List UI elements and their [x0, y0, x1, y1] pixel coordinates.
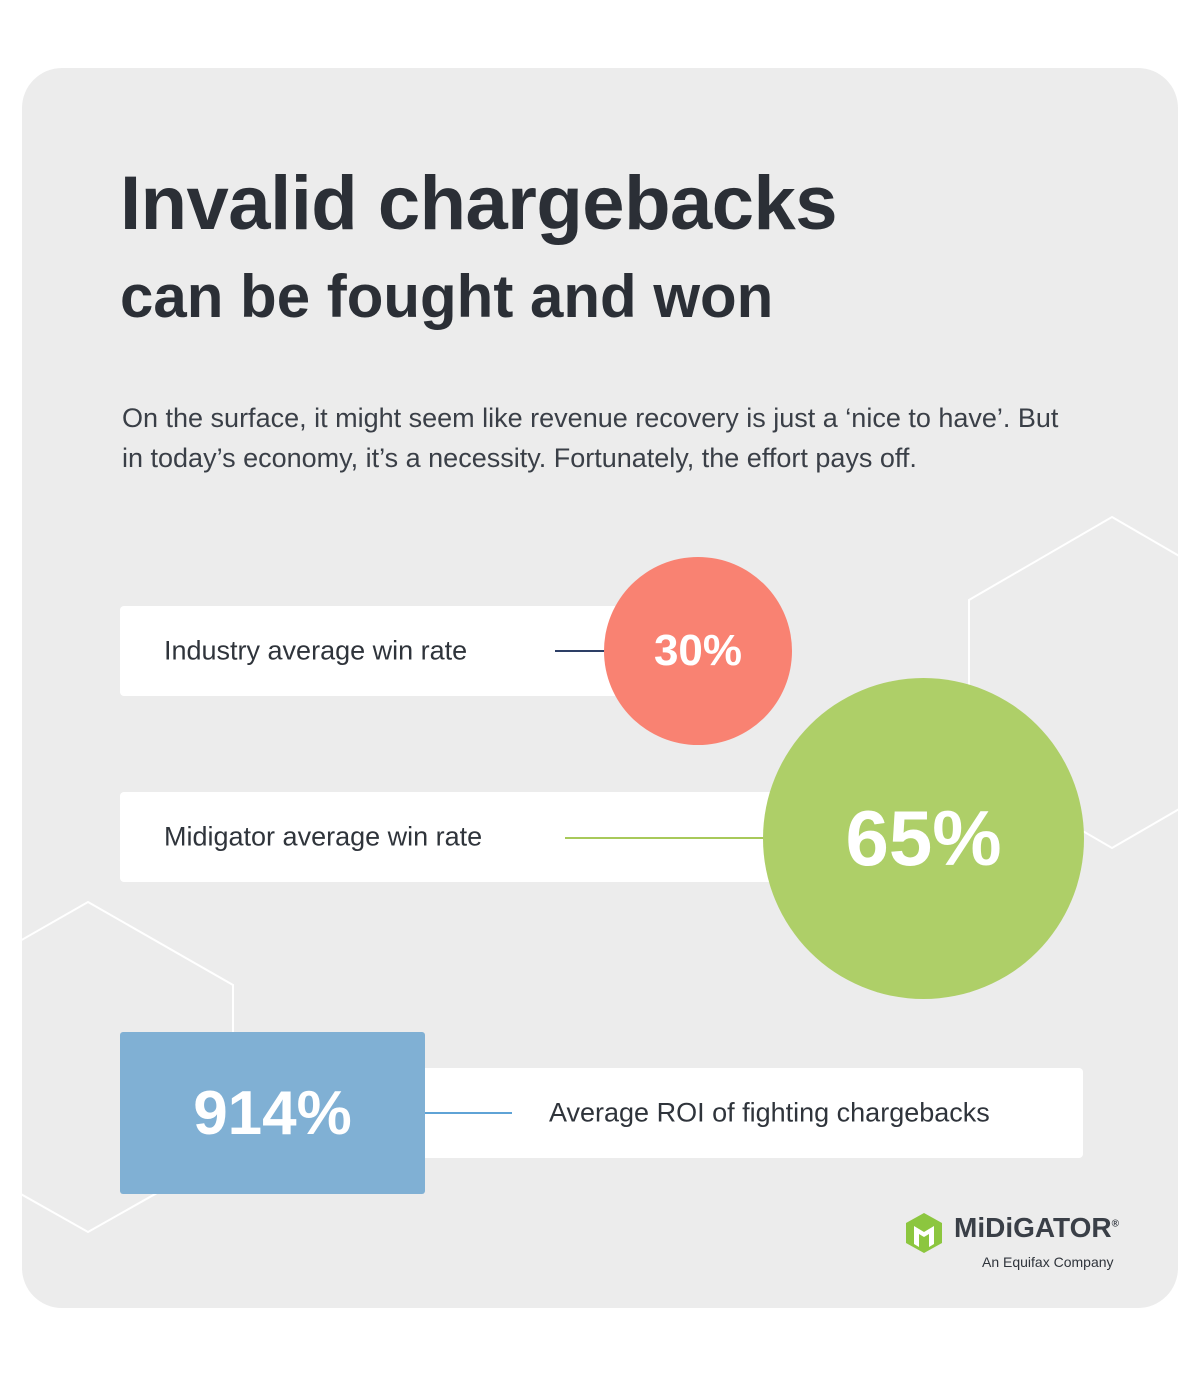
stat-label: Industry average win rate — [164, 635, 468, 666]
stat-value: 30% — [653, 626, 743, 675]
intro-text: On the surface, it might seem like reven… — [122, 403, 1059, 473]
logo-icon — [906, 1213, 942, 1253]
connector — [555, 650, 607, 652]
connector — [425, 1112, 512, 1114]
logo-registered: ® — [1111, 1218, 1119, 1230]
connector — [565, 837, 765, 839]
stat-box — [420, 1068, 1083, 1158]
subtitle: can be fought and won — [120, 263, 774, 330]
logo-wordmark: MiDiGATOR — [954, 1212, 1112, 1243]
stat-value: 65% — [845, 794, 1002, 882]
stat-circle: 65% — [763, 678, 1084, 999]
title: Invalid chargebacks — [120, 161, 838, 246]
stat-label: Average ROI of fighting chargebacks — [549, 1097, 990, 1128]
logo-name: MiDiGATOR® — [954, 1212, 1119, 1244]
stat-value: 914% — [193, 1078, 352, 1148]
stat-label: Midigator average win rate — [164, 821, 483, 852]
logo-tagline: An Equifax Company — [982, 1254, 1114, 1270]
stat-circle: 30% — [604, 557, 792, 745]
stat-block: 914% — [120, 1032, 425, 1194]
